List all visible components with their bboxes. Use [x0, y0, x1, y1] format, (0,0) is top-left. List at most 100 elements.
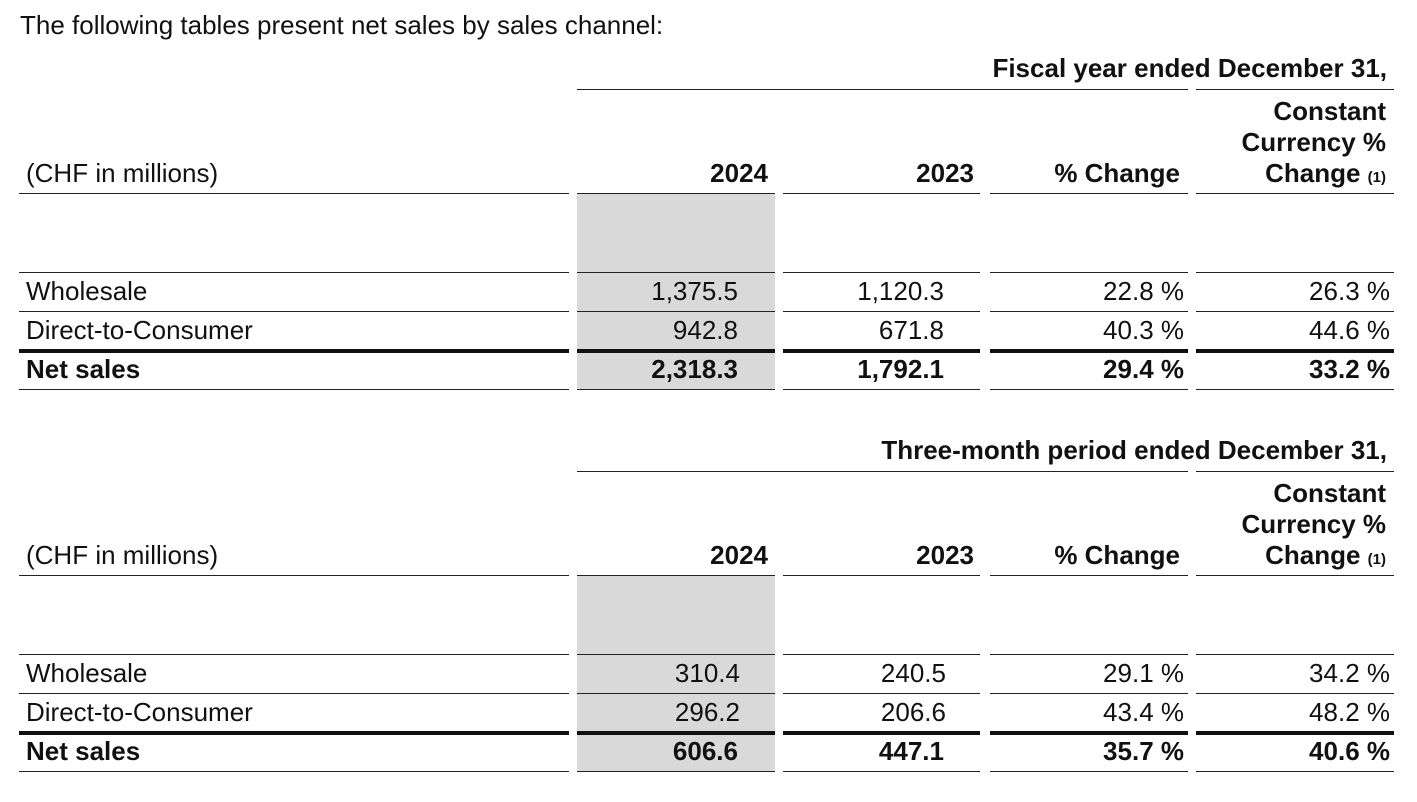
value-change: 43.4 % — [1103, 697, 1184, 727]
cc-header-line1: Constant — [1273, 478, 1386, 508]
value-cc-change: 48.2 % — [1309, 697, 1390, 727]
bottom-rule — [990, 389, 1188, 390]
unit-label: (CHF in millions) — [26, 540, 219, 570]
bottom-rule — [19, 389, 569, 390]
row-rule — [577, 311, 775, 312]
header-rule — [990, 193, 1188, 194]
bottom-rule — [783, 771, 980, 772]
constant-currency-header: Constant Currency % Change (1) — [1196, 478, 1387, 575]
bottom-rule — [1196, 389, 1394, 390]
col-header-change: % Change — [1054, 540, 1180, 570]
row-label: Direct-to-Consumer — [26, 315, 253, 345]
header-rule — [577, 575, 775, 576]
header-rule — [1196, 575, 1394, 576]
col-header-2023: 2023 — [916, 158, 974, 188]
cc-header-line1: Constant — [1273, 96, 1386, 126]
total-rule — [1196, 731, 1394, 735]
current-year-highlight — [577, 576, 775, 772]
total-rule — [990, 349, 1188, 353]
value-cc-change: 34.2 % — [1309, 658, 1390, 688]
cc-header-line3: Change (1) — [1196, 540, 1386, 575]
period-underline-cc — [1196, 89, 1394, 90]
value-cc-change: 40.6 % — [1309, 736, 1390, 766]
value-2023: 1,792.1 — [857, 354, 944, 384]
row-rule — [1196, 693, 1394, 694]
row-rule — [1196, 311, 1394, 312]
row-label: Net sales — [26, 736, 141, 766]
header-rule — [783, 193, 980, 194]
value-change: 35.7 % — [1103, 736, 1184, 766]
row-rule — [783, 311, 980, 312]
header-rule — [1196, 193, 1394, 194]
row-rule — [19, 311, 569, 312]
row-rule — [783, 693, 980, 694]
row-rule — [19, 654, 569, 655]
unit-label: (CHF in millions) — [26, 158, 219, 188]
cc-header-change: Change — [1265, 158, 1361, 188]
row-rule — [990, 311, 1188, 312]
cc-header-line2: Currency % — [1241, 127, 1387, 157]
bottom-rule — [783, 389, 980, 390]
cc-header-line2: Currency % — [1241, 509, 1387, 539]
value-change: 29.4 % — [1103, 354, 1184, 384]
row-rule — [1196, 272, 1394, 273]
row-rule — [783, 654, 980, 655]
row-rule — [990, 272, 1188, 273]
row-rule — [577, 654, 775, 655]
cc-header-line3: Change (1) — [1196, 158, 1386, 193]
value-2023: 447.1 — [878, 736, 944, 766]
header-rule — [783, 575, 980, 576]
period-underline — [577, 89, 1188, 90]
row-rule — [783, 272, 980, 273]
col-header-2024: 2024 — [710, 540, 768, 570]
value-2023: 671.8 — [878, 315, 944, 345]
value-change: 40.3 % — [1103, 315, 1184, 345]
row-label: Net sales — [26, 354, 141, 384]
bottom-rule — [990, 771, 1188, 772]
row-rule — [19, 272, 569, 273]
footnote-marker: (1) — [1367, 169, 1386, 186]
col-header-2024: 2024 — [710, 158, 768, 188]
col-header-change: % Change — [1054, 158, 1180, 188]
value-2024: 310.4 — [674, 658, 740, 688]
header-rule — [19, 193, 569, 194]
total-rule — [577, 349, 775, 353]
value-change: 22.8 % — [1103, 276, 1184, 306]
value-change: 29.1 % — [1103, 658, 1184, 688]
value-2024: 296.2 — [674, 697, 740, 727]
total-rule — [19, 731, 569, 735]
cc-header-change: Change — [1265, 540, 1361, 570]
header-rule — [19, 575, 569, 576]
value-2024: 942.8 — [672, 315, 738, 345]
bottom-rule — [577, 389, 775, 390]
row-label: Wholesale — [26, 276, 148, 306]
bottom-rule — [19, 771, 569, 772]
col-header-2023: 2023 — [916, 540, 974, 570]
current-year-highlight — [577, 194, 775, 390]
bottom-rule — [577, 771, 775, 772]
period-underline — [577, 471, 1188, 472]
value-2023: 1,120.3 — [857, 276, 944, 306]
value-cc-change: 44.6 % — [1309, 315, 1390, 345]
row-rule — [577, 693, 775, 694]
value-2023: 240.5 — [880, 658, 946, 688]
period-header: Fiscal year ended December 31, — [992, 53, 1387, 83]
total-rule — [1196, 349, 1394, 353]
row-rule — [1196, 654, 1394, 655]
row-rule — [577, 272, 775, 273]
header-rule — [577, 193, 775, 194]
row-rule — [990, 693, 1188, 694]
period-header: Three-month period ended December 31, — [881, 435, 1387, 465]
value-cc-change: 26.3 % — [1309, 276, 1390, 306]
row-rule — [19, 693, 569, 694]
header-rule — [990, 575, 1188, 576]
value-2024: 2,318.3 — [651, 354, 738, 384]
bottom-rule — [1196, 771, 1394, 772]
constant-currency-header: Constant Currency % Change (1) — [1196, 96, 1387, 193]
row-rule — [990, 654, 1188, 655]
footnote-marker: (1) — [1367, 551, 1386, 568]
row-label: Wholesale — [26, 658, 148, 688]
total-rule — [783, 731, 980, 735]
total-rule — [19, 349, 569, 353]
value-2024: 606.6 — [672, 736, 738, 766]
